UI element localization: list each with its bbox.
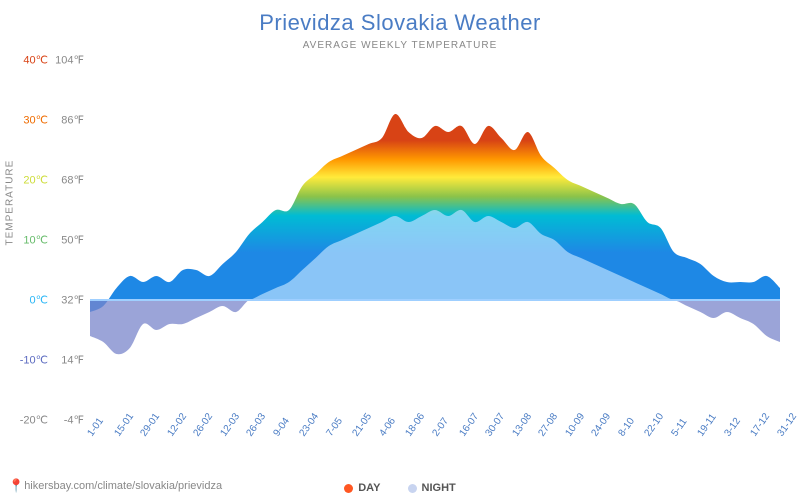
temperature-chart bbox=[90, 60, 780, 420]
legend-night: NIGHT bbox=[408, 482, 456, 494]
night-below-area bbox=[90, 299, 780, 354]
y-tick: -10℃14℉ bbox=[12, 354, 84, 367]
x-axis-ticks: 1-0115-0129-0112-0226-0212-0326-039-0423… bbox=[90, 422, 780, 472]
y-tick: 10℃50℉ bbox=[12, 234, 84, 247]
pin-icon: 📍 bbox=[8, 478, 24, 493]
legend-day: DAY bbox=[344, 482, 380, 494]
y-tick: 20℃68℉ bbox=[12, 174, 84, 187]
chart-area bbox=[90, 60, 780, 420]
subtitle: AVERAGE WEEKLY TEMPERATURE bbox=[0, 40, 800, 51]
y-tick: -20℃-4℉ bbox=[12, 414, 84, 427]
y-tick: 30℃86℉ bbox=[12, 114, 84, 127]
page-title: Prievidza Slovakia Weather bbox=[0, 0, 800, 36]
source-link[interactable]: 📍hikersbay.com/climate/slovakia/prievidz… bbox=[8, 478, 222, 494]
x-tick: 1-01 bbox=[85, 416, 105, 439]
y-tick: 40℃104℉ bbox=[12, 54, 84, 67]
y-tick: 0℃32℉ bbox=[12, 294, 84, 307]
